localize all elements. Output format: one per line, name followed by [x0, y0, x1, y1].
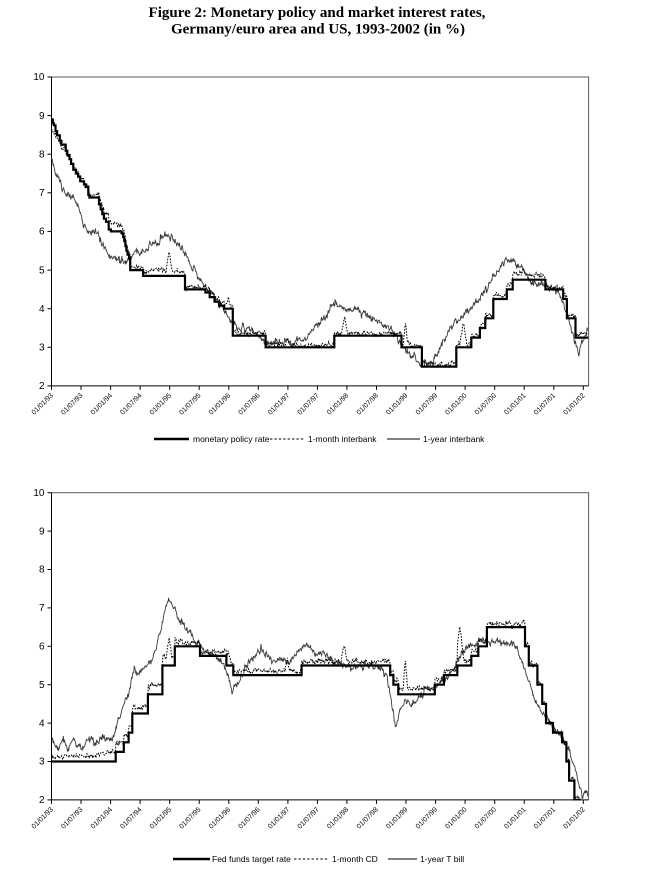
svg-text:4: 4: [39, 718, 45, 729]
svg-text:9: 9: [39, 526, 45, 537]
svg-text:monetary policy rate: monetary policy rate: [193, 434, 270, 444]
svg-text:5: 5: [39, 680, 45, 691]
svg-text:8: 8: [39, 149, 45, 160]
svg-text:3: 3: [39, 343, 45, 354]
svg-text:1-year T bill: 1-year T bill: [420, 854, 464, 864]
svg-text:3: 3: [39, 757, 45, 768]
svg-text:Germany/euro area and US, 1993: Germany/euro area and US, 1993-2002 (in …: [171, 22, 465, 38]
svg-text:10: 10: [33, 488, 45, 499]
svg-text:1-month CD: 1-month CD: [332, 854, 378, 864]
svg-text:7: 7: [39, 188, 45, 199]
svg-text:Figure 2: Monetary policy and: Figure 2: Monetary policy and market int…: [149, 5, 486, 21]
svg-text:7: 7: [39, 603, 45, 614]
svg-text:1-year interbank: 1-year interbank: [423, 434, 485, 444]
svg-text:1-month interbank: 1-month interbank: [308, 434, 377, 444]
svg-text:8: 8: [39, 565, 45, 576]
svg-text:2: 2: [39, 381, 45, 392]
svg-text:4: 4: [39, 304, 45, 315]
svg-text:10: 10: [33, 72, 45, 83]
svg-text:6: 6: [39, 227, 45, 238]
svg-text:2: 2: [39, 795, 45, 806]
svg-text:6: 6: [39, 642, 45, 653]
svg-text:Fed funds target rate: Fed funds target rate: [212, 854, 291, 864]
svg-text:5: 5: [39, 265, 45, 276]
svg-text:9: 9: [39, 111, 45, 122]
